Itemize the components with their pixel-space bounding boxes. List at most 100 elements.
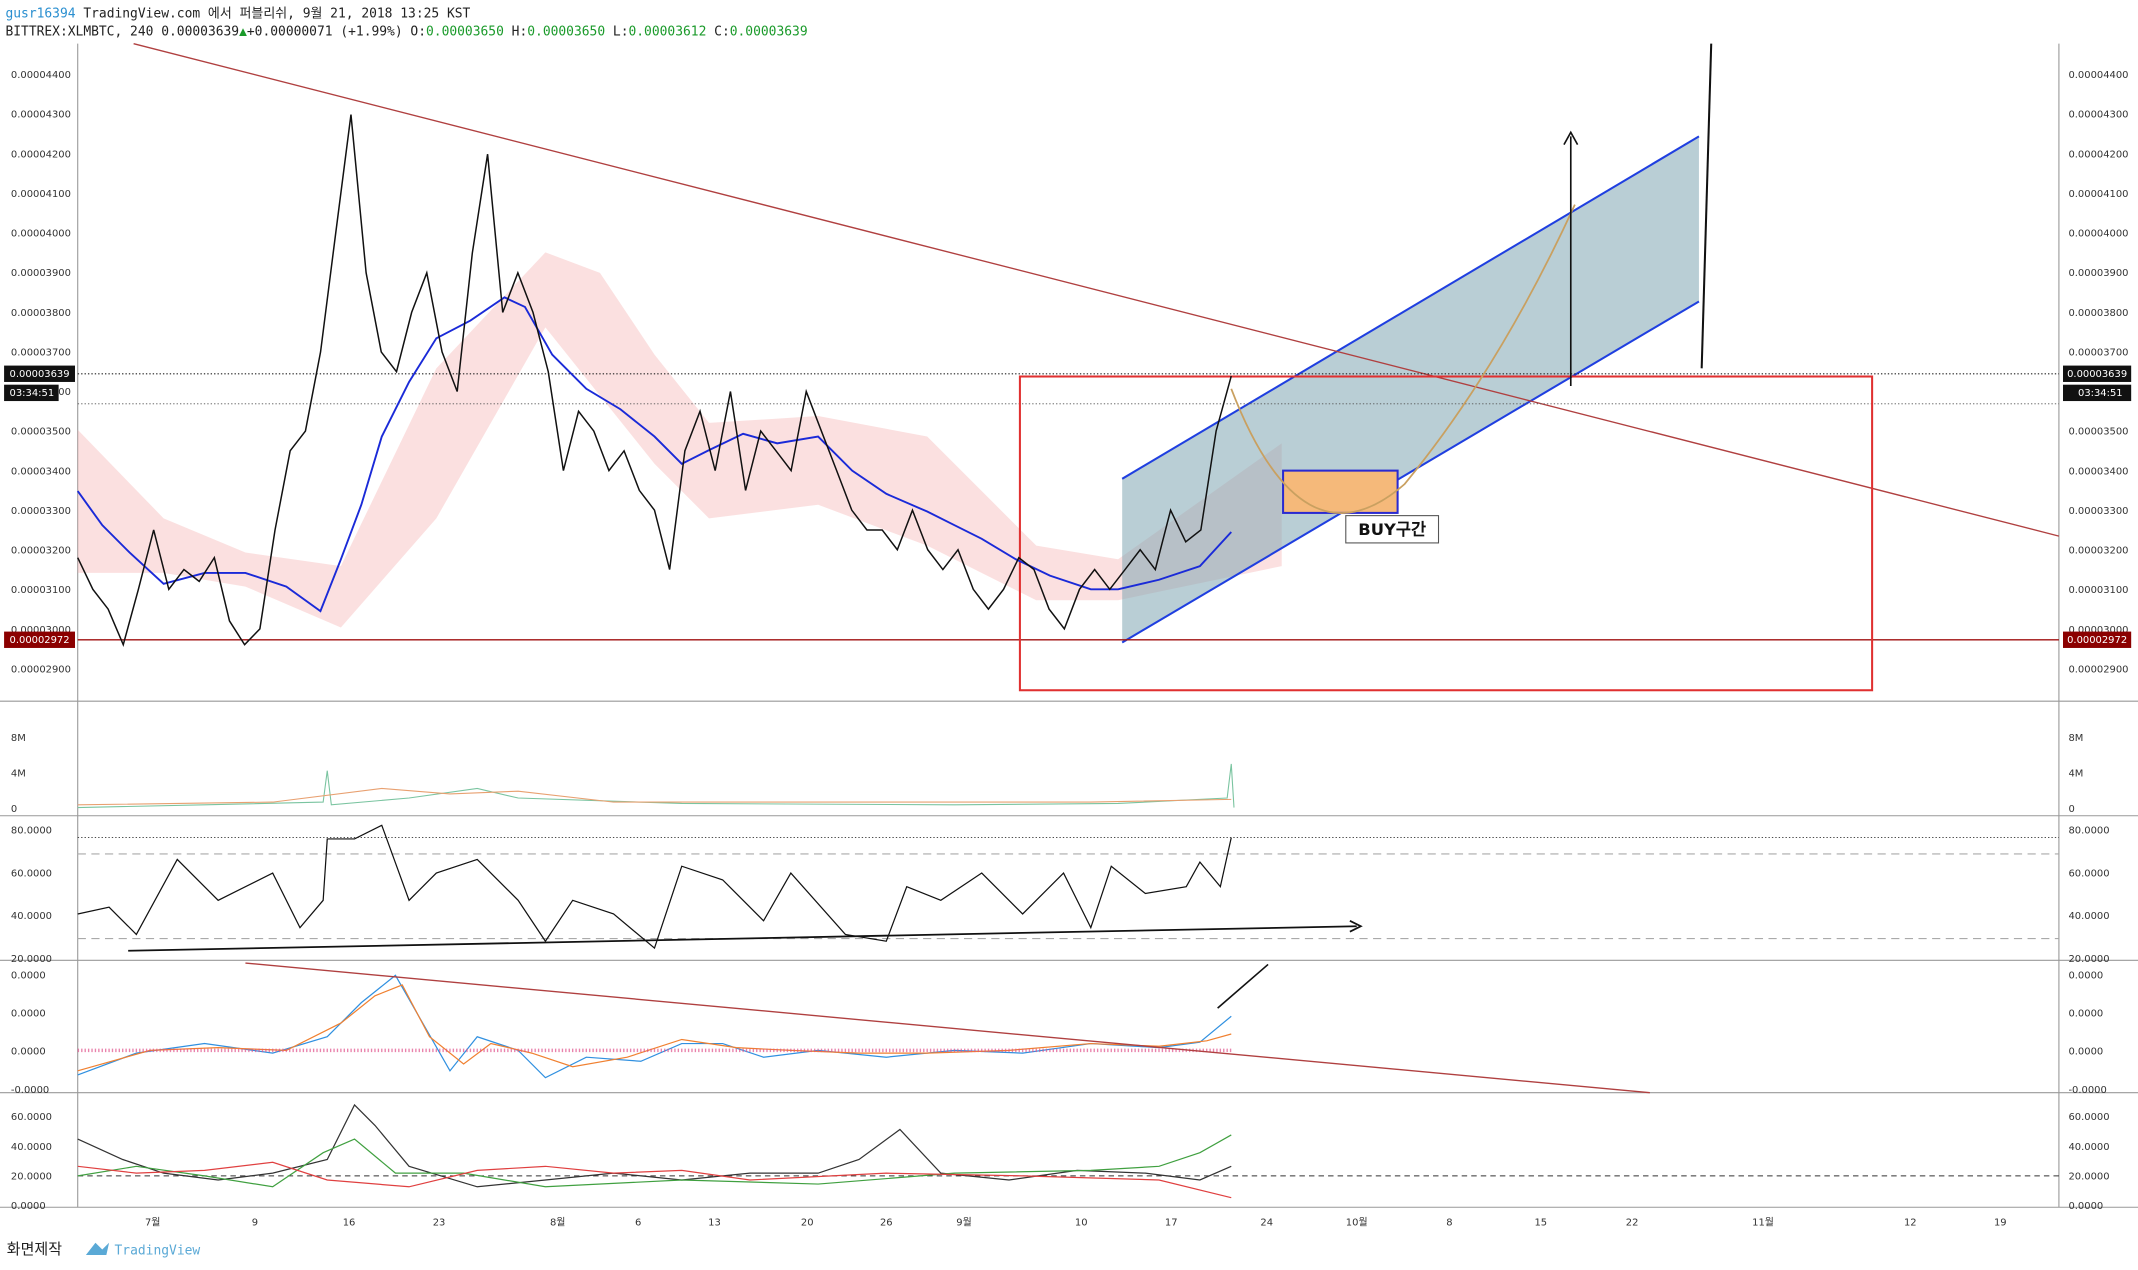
rsi-axis-label: 80.0000 — [11, 826, 52, 837]
rsi-axis-label: 20.0000 — [11, 954, 52, 965]
price-tag-bg — [2063, 365, 2132, 382]
date-label: 9월 — [956, 1216, 971, 1228]
price-axis-label: 0.00004300 — [2068, 110, 2128, 121]
macd-axis-label: 0.0000 — [2068, 970, 2103, 981]
volume-ma — [77, 787, 1232, 806]
signal-line — [77, 984, 1232, 1072]
price-layer — [77, 114, 1232, 647]
date-label: 8 — [1446, 1217, 1452, 1228]
close: 0.00003639 — [730, 24, 808, 39]
price-tag-bg — [4, 365, 75, 382]
last: 0.00003639 — [161, 24, 239, 39]
l-label: L: — [613, 24, 629, 39]
price-axis-label: 0.00003500 — [2068, 427, 2128, 438]
pane-frames — [0, 43, 2138, 1208]
support-tag-bg — [2063, 631, 2132, 648]
change: +0.00000071 (+1.99%) — [247, 24, 403, 39]
price-axis-label: 0.00003400 — [2068, 466, 2128, 477]
price-axis-label: 0.00002900 — [11, 664, 71, 675]
dmi-axis-label: 20.0000 — [11, 1171, 52, 1182]
countdown-bg — [4, 384, 59, 402]
date-label: 9 — [252, 1217, 258, 1228]
dmi-axis-label: 0.0000 — [2068, 1201, 2103, 1212]
price-axis-label: 0.00003800 — [11, 308, 71, 319]
price-axis-label: 0.00003800 — [2068, 308, 2128, 319]
buy-zone — [1282, 469, 1399, 514]
date-label: 26 — [880, 1217, 893, 1228]
di-plus-line — [77, 1134, 1232, 1188]
rsi-trend-arrow — [128, 925, 1357, 952]
date-label: 10월 — [1346, 1216, 1368, 1228]
price-axis-label: 0.00003000 — [11, 625, 71, 636]
date-label: 16 — [343, 1217, 356, 1228]
footer-caption: 화면제작 — [7, 1240, 62, 1258]
c-label: C: — [714, 24, 730, 39]
date-label: 13 — [708, 1217, 721, 1228]
rsi-axis-label: 40.0000 — [11, 911, 52, 922]
support-tag: 0.00002972 — [2067, 635, 2127, 646]
zone-box — [1018, 375, 1874, 692]
volume-axis-label: 4M — [11, 768, 26, 779]
price-axis-label: 0.00003200 — [11, 546, 71, 557]
countdown: 03:34:51 — [2078, 388, 2123, 399]
header-line1: gusr16394 TradingView.com 에서 퍼블리쉬, 9월 21… — [5, 6, 470, 21]
open: 0.00003650 — [426, 24, 504, 39]
rsi-line — [77, 824, 1232, 950]
rsi-axis-label: 20.0000 — [2068, 954, 2109, 965]
macd-axis-label: -0.0000 — [2068, 1085, 2106, 1096]
trend-line — [133, 42, 2060, 537]
brand-logo — [85, 1242, 110, 1255]
price-axis-label: 0.00003400 — [11, 466, 71, 477]
support-tag: 0.00002972 — [10, 635, 70, 646]
date-label: 7월 — [145, 1216, 160, 1228]
macd-axis-label: 0.0000 — [2068, 1047, 2103, 1058]
rsi-axis-label: 40.0000 — [2068, 911, 2109, 922]
moving-average — [76, 296, 1232, 613]
channel-fill — [1122, 136, 1699, 643]
h-label: H: — [512, 24, 528, 39]
steep-line — [1700, 43, 1713, 369]
channel-lower — [1121, 300, 1700, 644]
price-axis-label: 0.00003100 — [11, 585, 71, 596]
high: 0.00003650 — [527, 24, 605, 39]
macd-axis-label: 0.0000 — [2068, 1009, 2103, 1020]
price-axis-label: 0.00003300 — [2068, 506, 2128, 517]
footer-brand[interactable]: TradingView — [115, 1243, 201, 1258]
date-label: 20 — [801, 1217, 814, 1228]
volume-axis-label: 8M — [2068, 733, 2083, 744]
up-arrow: ▲ — [239, 24, 247, 39]
dmi-axis-label: 40.0000 — [11, 1142, 52, 1153]
dmi-axis-label: 60.0000 — [2068, 1112, 2109, 1123]
date-label: 11월 — [1752, 1216, 1774, 1228]
price-line — [77, 114, 1232, 647]
macd-axis-label: 0.0000 — [11, 1047, 46, 1058]
price-axis-label: 0.00003500 — [11, 427, 71, 438]
volume-axis-label: 0 — [2068, 804, 2074, 815]
price-axis-label: 0.00003200 — [2068, 546, 2128, 557]
rsi-axis-label: 60.0000 — [11, 868, 52, 879]
date-label: 24 — [1260, 1217, 1273, 1228]
rsi-axis-label: 60.0000 — [2068, 868, 2109, 879]
header-line2: BITTREX:XLMBTC, 240 0.00003639▲+0.000000… — [5, 24, 807, 39]
price-axis-label: 0.00004200 — [2068, 149, 2128, 160]
volume-axis-label: 0 — [11, 804, 17, 815]
price-axis-label: 0.00004000 — [2068, 229, 2128, 240]
price-axis-label: 0.00004100 — [11, 189, 71, 200]
price-axis-label: 0.00004000 — [11, 229, 71, 240]
dmi-axis-label: 60.0000 — [11, 1112, 52, 1123]
price-axis-label: 0.00004400 — [2068, 70, 2128, 81]
dmi-axis-label: 40.0000 — [2068, 1142, 2109, 1153]
macd-line — [77, 974, 1232, 1079]
price-axis-label: 0.00003000 — [2068, 625, 2128, 636]
macd-trend-line — [245, 962, 1650, 1094]
macd-breakout-line — [1217, 963, 1269, 1009]
current-price-tag: 0.00003639 — [10, 369, 70, 380]
date-label: 23 — [433, 1217, 446, 1228]
published: TradingView.com 에서 퍼블리쉬, 9월 21, 2018 13:… — [76, 6, 471, 21]
current-price-tag: 0.00003639 — [2067, 369, 2127, 380]
volume-trace — [77, 763, 1235, 809]
macd-axis-label: 0.0000 — [11, 1009, 46, 1020]
date-label: 6 — [635, 1217, 641, 1228]
